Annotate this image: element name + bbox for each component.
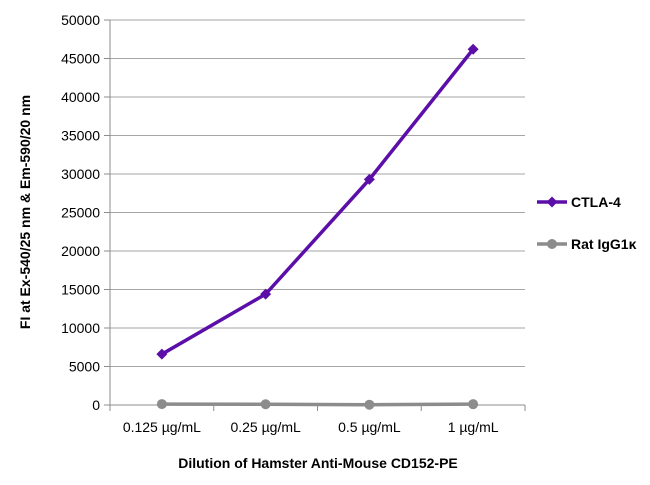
legend-label: CTLA-4 bbox=[571, 194, 621, 210]
data-point bbox=[467, 43, 479, 55]
x-tick-label: 0.25 µg/mL bbox=[230, 419, 301, 435]
data-point bbox=[468, 399, 479, 410]
data-point bbox=[364, 399, 375, 410]
data-point bbox=[260, 399, 271, 410]
series-ctla-4 bbox=[156, 43, 479, 360]
legend-label: Rat IgG1κ bbox=[571, 236, 637, 252]
y-tick-label: 45000 bbox=[61, 51, 100, 67]
legend-item: CTLA-4 bbox=[537, 194, 621, 210]
x-tick-label: 0.5 µg/mL bbox=[338, 419, 401, 435]
y-tick-label: 25000 bbox=[61, 205, 100, 221]
y-tick-label: 40000 bbox=[61, 89, 100, 105]
y-tick-label: 15000 bbox=[61, 282, 100, 298]
y-tick-label: 30000 bbox=[61, 166, 100, 182]
data-point bbox=[156, 399, 167, 410]
x-axis-title: Dilution of Hamster Anti-Mouse CD152-PE bbox=[178, 455, 458, 471]
x-tick-label: 0.125 µg/mL bbox=[123, 419, 201, 435]
legend: CTLA-4 Rat IgG1κ bbox=[537, 194, 637, 252]
series-rat-igg1k bbox=[156, 399, 479, 410]
y-tick-label: 20000 bbox=[61, 243, 100, 259]
legend-item: Rat IgG1κ bbox=[537, 236, 637, 252]
y-tick-label: 0 bbox=[92, 397, 100, 413]
data-point bbox=[363, 173, 375, 185]
series-group bbox=[156, 43, 479, 410]
series-line bbox=[160, 48, 475, 356]
x-tick-labels: 0.125 µg/mL 0.25 µg/mL 0.5 µg/mL 1 µg/mL bbox=[123, 419, 499, 435]
y-tick-label: 5000 bbox=[69, 359, 100, 375]
data-point bbox=[156, 348, 168, 360]
x-tick-label: 1 µg/mL bbox=[448, 419, 499, 435]
y-tick-labels: 0 5000 10000 15000 20000 25000 30000 35000 40000… bbox=[61, 12, 100, 413]
legend-marker bbox=[546, 196, 558, 208]
grid-lines bbox=[110, 19, 525, 367]
legend-marker bbox=[547, 239, 557, 249]
y-axis-title: FI at Ex-540/25 nm & Em-590/20 nm bbox=[17, 95, 33, 329]
series-line bbox=[161, 402, 474, 407]
y-tick-label: 35000 bbox=[61, 128, 100, 144]
y-tick-label: 50000 bbox=[61, 12, 100, 28]
y-tick-label: 10000 bbox=[61, 320, 100, 336]
data-point bbox=[260, 288, 272, 300]
